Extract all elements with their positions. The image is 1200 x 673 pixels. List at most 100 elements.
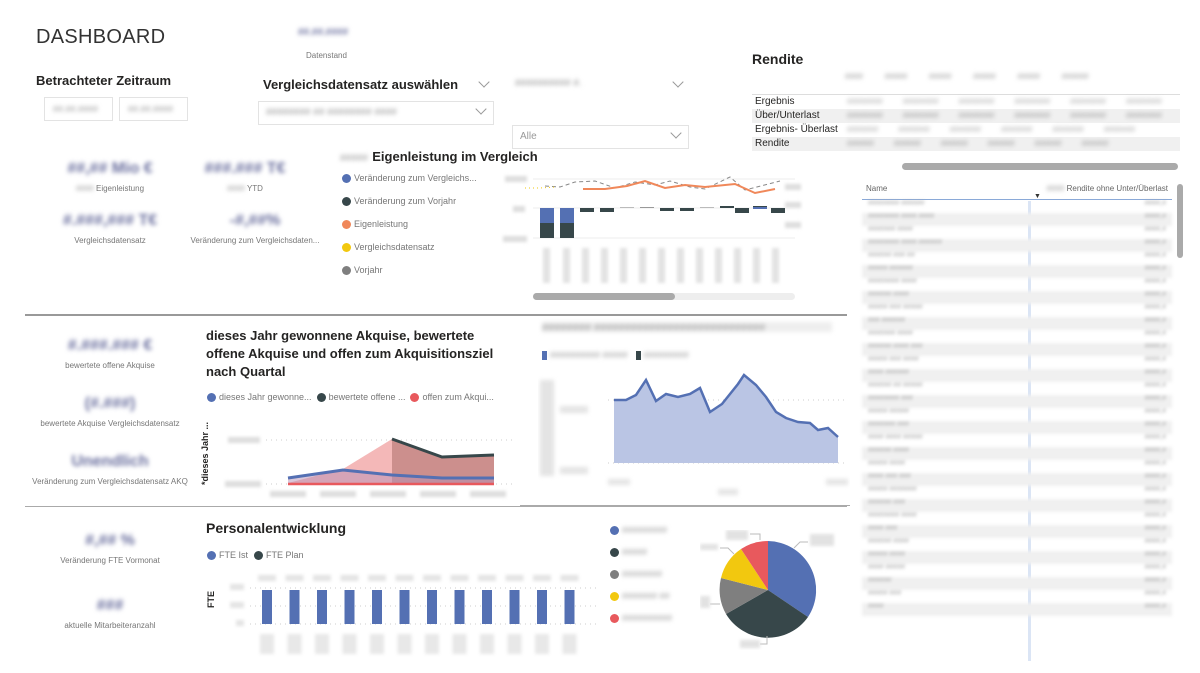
table-row[interactable]: ###### ####,# [862,577,1172,590]
table-row[interactable]: ###### #### ### ####,# [862,343,1172,356]
row-value: ####,# [1144,486,1166,493]
table-row[interactable]: ###### ### ## ####,# [862,252,1172,265]
table-row[interactable]: ######## #### ###### ####,# [862,239,1172,252]
legend-item[interactable]: Vergleichsdatensatz [342,242,477,252]
table-row[interactable]: ###### ## ##### ####,# [862,382,1172,395]
legend-item[interactable]: Vorjahr [342,265,477,275]
legend-item[interactable]: Eigenleistung [342,219,477,229]
table-row[interactable]: ##### ###### ####,# [862,265,1172,278]
row-name: ###### [868,577,892,584]
legend-item[interactable]: bewertete offene ... [316,392,406,402]
table-row[interactable]: ##### ####### ####,# [862,486,1172,499]
legend-item[interactable]: offen zum Akqui... [410,392,494,402]
table-row[interactable]: ##### ### #### ####,# [862,356,1172,369]
legend-item[interactable]: dieses Jahr gewonne... [207,392,312,402]
table-row[interactable]: ##### #### ####,# [862,460,1172,473]
eigenleistung-legend: Veränderung zum Vergleichs... Veränderun… [342,173,477,275]
row-value: ####,# [1144,317,1166,324]
col-header-value[interactable]: #### Rendite ohne Unter/Überlast [1047,184,1168,197]
table-row[interactable]: ####### #### ####,# [862,330,1172,343]
kpi-value: (#.###) [84,395,136,412]
table-row[interactable]: ####### #### ####,# [862,226,1172,239]
table-row[interactable]: #### ### ####,# [862,525,1172,538]
col-header[interactable]: ##### [973,72,996,81]
legend-item[interactable]: FTE Plan [254,550,304,560]
table-row[interactable]: ######## #### ####,# [862,512,1172,525]
table-row[interactable]: #### ##### ####,# [862,564,1172,577]
col-header[interactable]: #### [845,72,863,81]
row-name: ##### ### #### [868,356,919,363]
table-row[interactable]: #### ###### ####,# [862,369,1172,382]
row-value: ####,# [1144,512,1166,519]
zeitraum-from-input[interactable]: ##.##.#### [44,97,113,121]
legend-item[interactable]: Veränderung zum Vergleichs... [342,173,477,183]
table-row[interactable]: ##### ### ####,# [862,590,1172,603]
table-row[interactable]: ##### ##### ####,# [862,408,1172,421]
col-header[interactable]: ###### [1061,72,1089,81]
row-name: ##### ###### [868,265,913,272]
col-header[interactable]: ##### [884,72,908,81]
legend-item[interactable]: ######### [610,525,672,535]
eigenleistung-h-scrollbar[interactable] [533,293,675,300]
legend-item[interactable]: ##### [610,547,672,557]
table-row[interactable]: #### ####,# [862,603,1172,616]
table-row[interactable]: ######## ###### ####,# [862,200,1172,213]
col-header[interactable]: ##### [929,72,952,81]
row-label: Rendite [755,138,790,149]
table-row[interactable]: ####### ### ####,# [862,421,1172,434]
legend-label: ####### ## [622,591,670,601]
vergleich-dropdown[interactable]: ######## ## ######## #### [258,101,494,125]
eigenleistung-combo-chart [503,176,801,300]
col-header[interactable]: ##### [1017,72,1040,81]
title-text: Eigenleistung im Vergleich [372,149,538,164]
table-row[interactable]: ##### ### ##### ####,# [862,304,1172,317]
table-row[interactable]: #### #### ##### ####,# [862,434,1172,447]
legend-item[interactable]: ####### ## [610,591,672,601]
table-row[interactable]: ###### #### ####,# [862,447,1172,460]
vergleich-expand-icon[interactable] [478,76,490,90]
akquise-legend: dieses Jahr gewonne... bewertete offene … [207,392,494,402]
table-row[interactable]: ###### #### ####,# [862,291,1172,304]
col-label: Rendite ohne Unter/Überlast [1066,184,1168,193]
legend-item[interactable]: ######## [610,569,672,579]
name-table-v-scrollbar[interactable] [1177,184,1183,258]
legend-item[interactable]: ########## ##### [542,350,628,360]
vergleich-title: Vergleichsdatensatz auswählen [263,77,459,92]
table-row[interactable]: ######## #### ####,# [862,278,1172,291]
row-name: #### ### [868,525,898,532]
section-divider [25,506,847,507]
col-header-name[interactable]: Name [866,184,888,193]
kpi-value: Unendlich [71,453,149,470]
row-value: ####,# [1144,395,1166,402]
filter2-expand-icon[interactable] [672,76,684,90]
row-value: ####,# [1144,213,1166,220]
legend-item[interactable]: ########## [610,613,672,623]
legend-label: Vorjahr [354,265,383,275]
table-row[interactable]: ### ###### ####,# [862,317,1172,330]
table-row[interactable]: ##### #### ####,# [862,551,1172,564]
pie-legend: ######### ##### ######## ####### ## ####… [610,525,672,623]
section-divider [25,314,847,316]
zeitraum-to-input[interactable]: ##.##.#### [119,97,188,121]
row-value: ####,# [1144,434,1166,441]
legend-label: bewertete offene ... [328,392,406,402]
divider [520,505,850,506]
kpi-label: bewertete offene Akquise [65,361,155,370]
table-row[interactable]: ###### ### ####,# [862,499,1172,512]
legend-item[interactable]: FTE Ist [207,550,248,560]
legend-item[interactable]: ######### [635,350,689,360]
filter2-dropdown[interactable]: Alle [512,125,689,149]
row-value: ####,# [1144,538,1166,545]
kpi-label-prefix: #### [227,184,245,193]
chevron-down-icon [670,127,682,139]
table-row[interactable]: ######## ### ####,# [862,395,1172,408]
sort-desc-icon[interactable]: ▼ [1034,193,1041,200]
legend-item[interactable]: Veränderung zum Vorjahr [342,196,477,206]
table-row[interactable]: ###### #### ####,# [862,538,1172,551]
rendite-h-scrollbar[interactable] [902,163,1178,170]
kpi-label: Vergleichsdatensatz [74,236,146,245]
legend-label: Eigenleistung [354,219,409,229]
kpi-label: Veränderung FTE Vormonat [60,556,160,565]
table-row[interactable]: ######## #### #### ####,# [862,213,1172,226]
table-row[interactable]: #### ### ### ####,# [862,473,1172,486]
